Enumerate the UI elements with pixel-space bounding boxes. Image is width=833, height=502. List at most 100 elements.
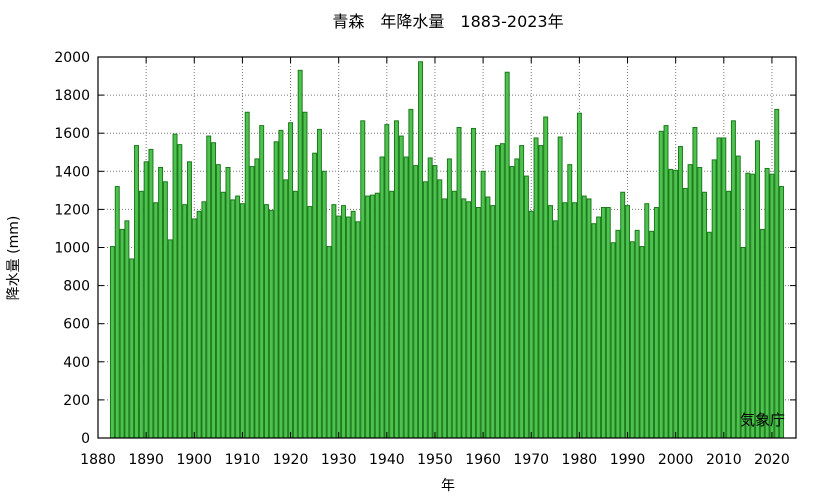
bar-2005 bbox=[698, 167, 702, 438]
bar-1901 bbox=[197, 211, 201, 438]
bar-1934 bbox=[356, 222, 360, 438]
bar-1928 bbox=[327, 247, 331, 438]
x-tick-label: 2000 bbox=[658, 452, 694, 468]
bar-1930 bbox=[337, 216, 341, 438]
bar-2002 bbox=[683, 188, 687, 438]
bar-1984 bbox=[597, 217, 601, 438]
bar-1980 bbox=[577, 113, 581, 438]
bar-1946 bbox=[414, 166, 418, 438]
bar-1913 bbox=[255, 159, 259, 438]
bar-1997 bbox=[659, 131, 663, 438]
y-tick-label: 200 bbox=[63, 393, 90, 409]
bar-1948 bbox=[423, 182, 427, 438]
y-axis-title: 降水量 (mm) bbox=[6, 216, 22, 301]
bar-1918 bbox=[279, 130, 283, 438]
bar-1965 bbox=[505, 72, 509, 438]
x-tick-label: 2010 bbox=[706, 452, 742, 468]
bar-1926 bbox=[317, 129, 321, 438]
bar-2015 bbox=[746, 173, 750, 438]
x-tick-label: 1930 bbox=[321, 452, 357, 468]
bar-2010 bbox=[722, 138, 726, 438]
x-tick-label: 1990 bbox=[610, 452, 646, 468]
bar-1916 bbox=[269, 210, 273, 438]
bar-1941 bbox=[390, 191, 394, 438]
bar-1922 bbox=[298, 70, 302, 438]
bar-1970 bbox=[529, 211, 533, 438]
bar-1992 bbox=[635, 230, 639, 438]
bar-1887 bbox=[130, 259, 134, 438]
bar-1999 bbox=[669, 169, 673, 438]
y-tick-label: 0 bbox=[81, 431, 90, 447]
bar-1936 bbox=[366, 196, 370, 438]
bar-1975 bbox=[553, 221, 557, 438]
bar-1951 bbox=[438, 180, 442, 438]
bar-2017 bbox=[756, 141, 760, 438]
bar-1983 bbox=[592, 224, 596, 438]
bar-1953 bbox=[447, 159, 451, 438]
bar-1988 bbox=[616, 230, 620, 438]
bar-1888 bbox=[135, 146, 139, 438]
bar-2020 bbox=[770, 174, 774, 438]
bar-1978 bbox=[568, 165, 572, 438]
bar-1994 bbox=[645, 204, 649, 438]
bar-1931 bbox=[342, 206, 346, 438]
bar-1985 bbox=[601, 208, 605, 439]
bar-1909 bbox=[236, 196, 240, 438]
bar-1968 bbox=[520, 146, 524, 438]
x-tick-label: 1900 bbox=[176, 452, 212, 468]
bar-1967 bbox=[515, 159, 519, 438]
bar-2004 bbox=[693, 127, 697, 438]
bar-2018 bbox=[760, 229, 764, 438]
bar-1954 bbox=[452, 191, 456, 438]
bar-1982 bbox=[587, 199, 591, 438]
bar-1944 bbox=[404, 157, 408, 438]
bar-1989 bbox=[621, 192, 625, 438]
bar-1903 bbox=[207, 136, 211, 438]
bar-1911 bbox=[245, 112, 249, 438]
bar-1892 bbox=[154, 203, 158, 438]
bar-1895 bbox=[168, 240, 172, 438]
bar-1957 bbox=[467, 202, 471, 438]
bar-1958 bbox=[472, 128, 476, 438]
bar-1971 bbox=[534, 138, 538, 438]
bar-1986 bbox=[606, 208, 610, 439]
bar-1917 bbox=[274, 142, 278, 438]
bar-1963 bbox=[496, 146, 500, 438]
bar-1891 bbox=[149, 149, 153, 438]
y-tick-label: 400 bbox=[63, 355, 90, 371]
y-tick-label: 1000 bbox=[54, 241, 90, 257]
y-tick-label: 1400 bbox=[54, 164, 90, 180]
bar-1945 bbox=[409, 109, 413, 438]
x-tick-label: 1950 bbox=[417, 452, 453, 468]
bar-1961 bbox=[486, 197, 490, 438]
bar-1915 bbox=[265, 205, 269, 438]
bar-1920 bbox=[289, 123, 293, 438]
bar-1899 bbox=[187, 162, 191, 438]
bar-1972 bbox=[539, 146, 543, 438]
x-tick-label: 1940 bbox=[369, 452, 405, 468]
bar-1960 bbox=[481, 171, 485, 438]
bar-1929 bbox=[332, 205, 336, 438]
bar-1898 bbox=[183, 205, 187, 438]
bar-1907 bbox=[226, 167, 230, 438]
bar-1950 bbox=[433, 166, 437, 438]
bar-1974 bbox=[549, 206, 553, 438]
bar-1991 bbox=[630, 242, 634, 438]
bar-1919 bbox=[284, 180, 288, 438]
bar-series bbox=[110, 62, 783, 438]
bar-1884 bbox=[115, 187, 119, 438]
bar-1938 bbox=[375, 193, 379, 438]
bar-1924 bbox=[308, 207, 312, 438]
bar-1940 bbox=[385, 125, 389, 438]
bar-1943 bbox=[399, 136, 403, 438]
x-axis-title: 年 bbox=[441, 478, 455, 494]
y-tick-label: 800 bbox=[63, 279, 90, 295]
bar-1902 bbox=[202, 202, 206, 438]
bar-1886 bbox=[125, 221, 129, 438]
bar-1933 bbox=[351, 211, 355, 438]
bar-2012 bbox=[731, 121, 735, 438]
bar-1973 bbox=[544, 117, 548, 438]
bar-1908 bbox=[231, 200, 235, 438]
